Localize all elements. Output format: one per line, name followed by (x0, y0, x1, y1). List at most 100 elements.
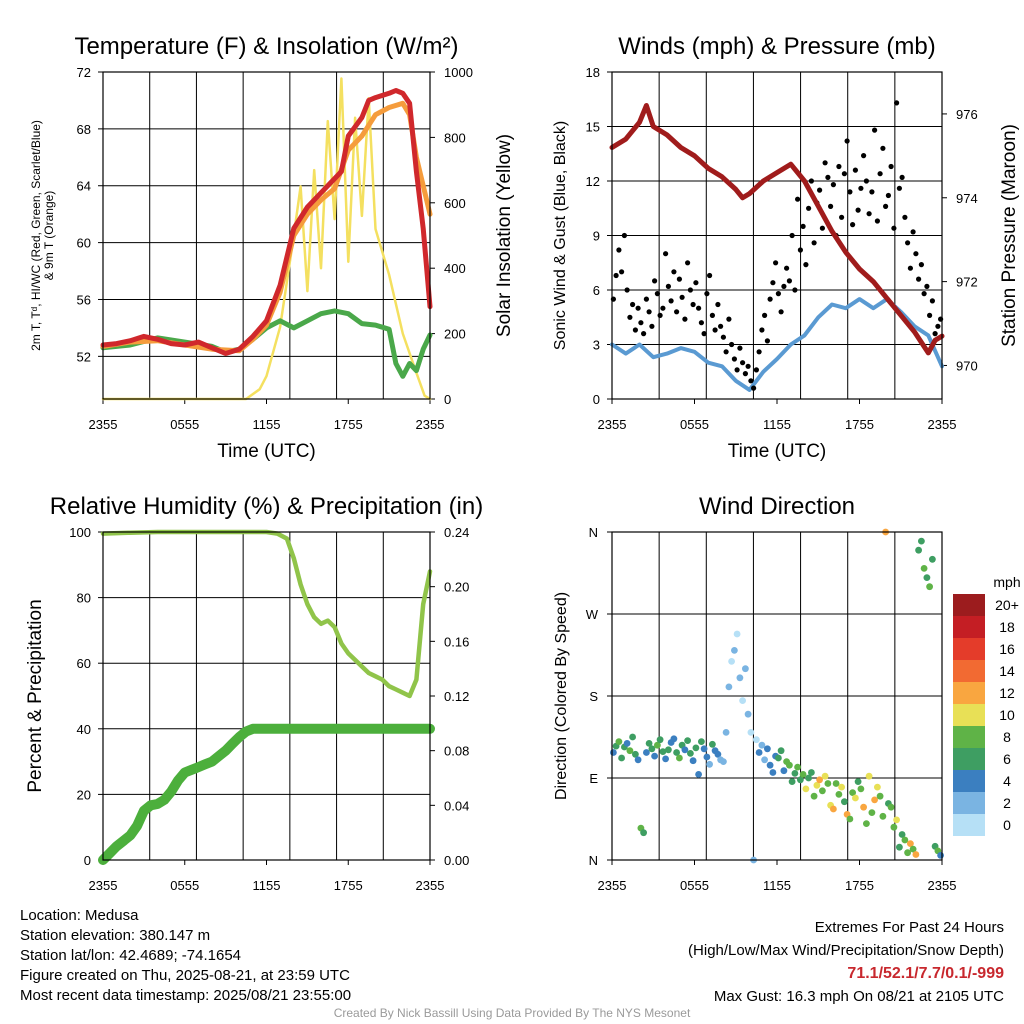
gust-point (905, 240, 911, 246)
direction-point (918, 537, 925, 545)
direction-point (618, 754, 625, 762)
plot-frame (102, 531, 431, 861)
direction-point (849, 789, 856, 796)
gust-point (649, 323, 655, 329)
gust-point (775, 291, 782, 297)
direction-point (852, 794, 859, 802)
y2-tick-label: 0.20 (444, 580, 469, 595)
gust-point (682, 316, 688, 322)
gust-point (932, 331, 938, 337)
direction-point (819, 787, 826, 795)
direction-point (907, 840, 914, 847)
legend-label: 6 (1003, 751, 1011, 767)
direction-point (728, 658, 735, 665)
gust-point (701, 331, 707, 337)
gust-point (907, 265, 914, 271)
gust-point (883, 203, 889, 209)
direction-point (775, 754, 782, 762)
gust-point (921, 291, 927, 297)
gust-point (624, 287, 630, 293)
gust-point (866, 211, 872, 217)
gust-point (797, 247, 804, 253)
y2-axis-label: Solar Insolation (Yellow) (494, 134, 515, 337)
footer-latlon: Station lat/lon: 42.4689; -74.1654 (20, 947, 242, 964)
legend-swatch (953, 638, 985, 660)
legend-title: mph (993, 574, 1020, 590)
y-tick-label: 40 (77, 722, 91, 737)
direction-point (736, 674, 744, 682)
x-tick-label: 1755 (845, 417, 874, 432)
gust-point (745, 363, 751, 369)
series-precipitation (98, 723, 435, 865)
gust-point (891, 225, 897, 231)
footer-location: Location: Medusa (20, 907, 139, 924)
legend-label: 20+ (995, 597, 1019, 613)
direction-point (703, 753, 711, 761)
direction-point (689, 757, 697, 765)
gust-point (696, 305, 702, 311)
gust-point (621, 232, 628, 239)
gust-point (751, 385, 757, 391)
direction-point (755, 749, 763, 756)
y2-tick-label: 0.00 (444, 853, 469, 868)
gust-point (935, 323, 941, 329)
gust-point (894, 100, 900, 106)
direction-point (670, 735, 678, 743)
x-tick-label: 1755 (334, 878, 363, 893)
direction-point (681, 746, 689, 754)
y2-tick-label: 0.08 (444, 744, 469, 759)
legend-label: 18 (999, 619, 1015, 635)
gust-point (850, 222, 856, 228)
x-tick-label: 1755 (334, 417, 363, 432)
footer-created: Figure created on Thu, 2025-08-21, at 23… (20, 967, 350, 984)
direction-point (610, 749, 617, 756)
x-tick-label: 2355 (598, 878, 627, 893)
gust-point (729, 341, 735, 348)
y2-tick-label: 0.24 (444, 525, 469, 540)
gust-point (795, 196, 801, 202)
direction-point (788, 778, 796, 785)
gust-point (687, 287, 694, 293)
direction-point (813, 781, 821, 789)
y2-tick-label: 600 (444, 196, 466, 211)
series-9m-temperature (100, 100, 433, 354)
gust-point (753, 367, 760, 373)
gust-point (638, 320, 644, 326)
x-tick-label: 2355 (89, 878, 118, 893)
humidity-precip-panel: Relative Humidity (%) & Precipitation (i… (25, 493, 483, 893)
y2-tick-label: 0.12 (444, 689, 469, 704)
direction-point (648, 745, 656, 753)
gust-point (924, 283, 930, 289)
gust-point (665, 283, 672, 289)
y2-tick-label: 1000 (444, 65, 473, 80)
y-tick-label: 3 (593, 338, 600, 353)
legend-label: 2 (1003, 795, 1011, 811)
gust-point (836, 163, 842, 170)
legend-swatch (953, 748, 985, 770)
gust-point (635, 305, 641, 311)
gust-point (817, 187, 823, 193)
y2-tick-label: 0 (444, 392, 451, 407)
gust-point (720, 334, 727, 340)
gust-point (685, 260, 691, 266)
y-tick-label: 68 (77, 122, 91, 137)
gust-point (709, 312, 716, 318)
gust-point (770, 280, 776, 286)
y-axis-label: 2m T, Tᵈ, HI/WC (Red, Green, Scarlet/Blu… (29, 120, 43, 351)
gust-point (718, 323, 724, 329)
x-tick-label: 0555 (680, 417, 709, 432)
direction-point (879, 812, 887, 820)
direction-point (797, 776, 804, 784)
x-tick-label: 1155 (253, 417, 281, 432)
x-tick-label: 2355 (416, 417, 445, 432)
footer-recent: Most recent data timestamp: 2025/08/21 2… (20, 987, 352, 1004)
gust-point (627, 314, 633, 320)
y-tick-label: N (589, 853, 598, 868)
x-tick-label: 1755 (845, 878, 874, 893)
extremes-subtitle: (High/Low/Max Wind/Precipitation/Snow De… (688, 942, 1004, 959)
y-tick-label: 72 (77, 65, 91, 80)
direction-point (744, 710, 752, 718)
legend-swatch (953, 660, 985, 682)
y-tick-label: S (589, 689, 598, 704)
gust-point (712, 327, 718, 333)
